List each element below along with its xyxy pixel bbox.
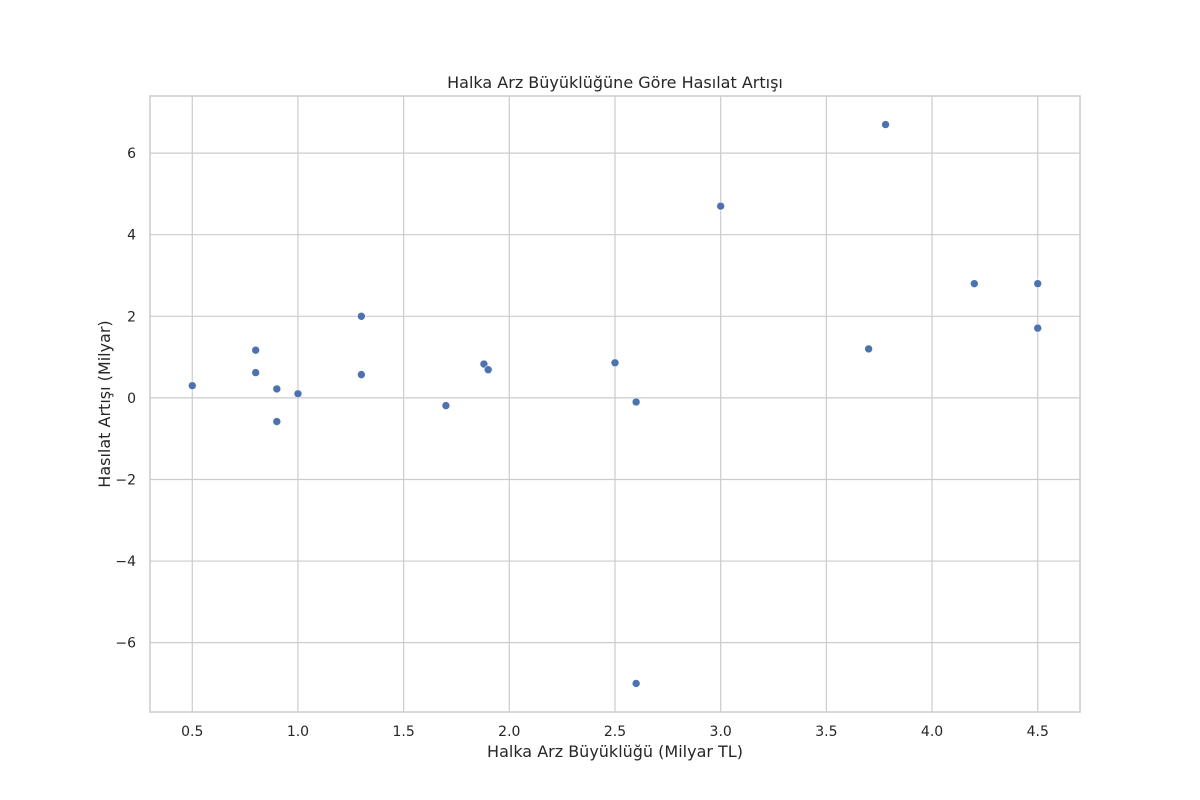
data-point xyxy=(1033,323,1043,333)
x-tick-labels: 0.5 1.0 1.5 2.0 2.5 3.0 3.5 4.0 4.5 xyxy=(181,724,1049,740)
x-tick-label: 2.5 xyxy=(604,724,626,740)
y-axis-label: Hasılat Artışı (Milyar) xyxy=(95,320,114,487)
data-point xyxy=(970,279,979,288)
data-point xyxy=(610,358,620,368)
y-tick-label: 2 xyxy=(127,309,136,325)
y-tick-label: 4 xyxy=(127,228,136,244)
data-point xyxy=(716,201,725,211)
data-point xyxy=(881,120,890,129)
data-points xyxy=(187,120,1043,688)
data-point xyxy=(631,679,641,688)
data-point xyxy=(272,417,282,426)
y-tick-labels: −6 −4 −2 0 2 4 6 xyxy=(115,146,136,652)
data-point xyxy=(251,368,260,377)
y-tick-label: −2 xyxy=(115,472,136,488)
data-point xyxy=(631,397,641,407)
chart-title: Halka Arz Büyüklüğüne Göre Hasılat Artış… xyxy=(447,73,783,92)
x-tick-label: 3.0 xyxy=(710,724,732,740)
y-tick-label: −6 xyxy=(115,636,136,652)
x-axis-label: Halka Arz Büyüklüğü (Milyar TL) xyxy=(487,742,743,761)
x-tick-label: 4.0 xyxy=(921,724,943,740)
x-tick-label: 1.0 xyxy=(287,724,309,740)
x-tick-label: 3.5 xyxy=(815,724,837,740)
data-point xyxy=(251,345,260,355)
y-tick-label: −4 xyxy=(115,554,136,570)
data-point xyxy=(293,389,303,399)
y-tick-label: 6 xyxy=(127,146,136,162)
x-tick-label: 1.5 xyxy=(393,724,415,740)
data-point xyxy=(479,359,489,369)
data-point xyxy=(187,381,197,390)
data-point xyxy=(441,401,451,410)
y-tick-label: 0 xyxy=(127,391,136,407)
data-point xyxy=(1033,279,1043,288)
data-point xyxy=(272,384,282,394)
data-point xyxy=(864,344,873,354)
x-tick-label: 4.5 xyxy=(1027,724,1049,740)
data-point xyxy=(483,365,493,375)
grid xyxy=(150,96,1080,712)
data-point xyxy=(357,311,366,321)
plot-frame xyxy=(149,95,1081,713)
data-point xyxy=(357,370,366,379)
x-tick-label: 2.0 xyxy=(498,724,520,740)
x-tick-label: 0.5 xyxy=(181,724,203,740)
